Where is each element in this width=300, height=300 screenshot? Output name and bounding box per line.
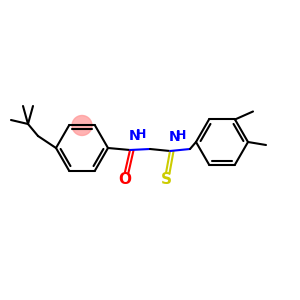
Text: N: N [129, 130, 141, 143]
Text: S: S [160, 172, 172, 188]
Text: N: N [169, 130, 181, 144]
Text: O: O [118, 172, 131, 187]
Text: H: H [176, 129, 186, 142]
Text: H: H [136, 128, 146, 142]
Circle shape [72, 116, 92, 136]
